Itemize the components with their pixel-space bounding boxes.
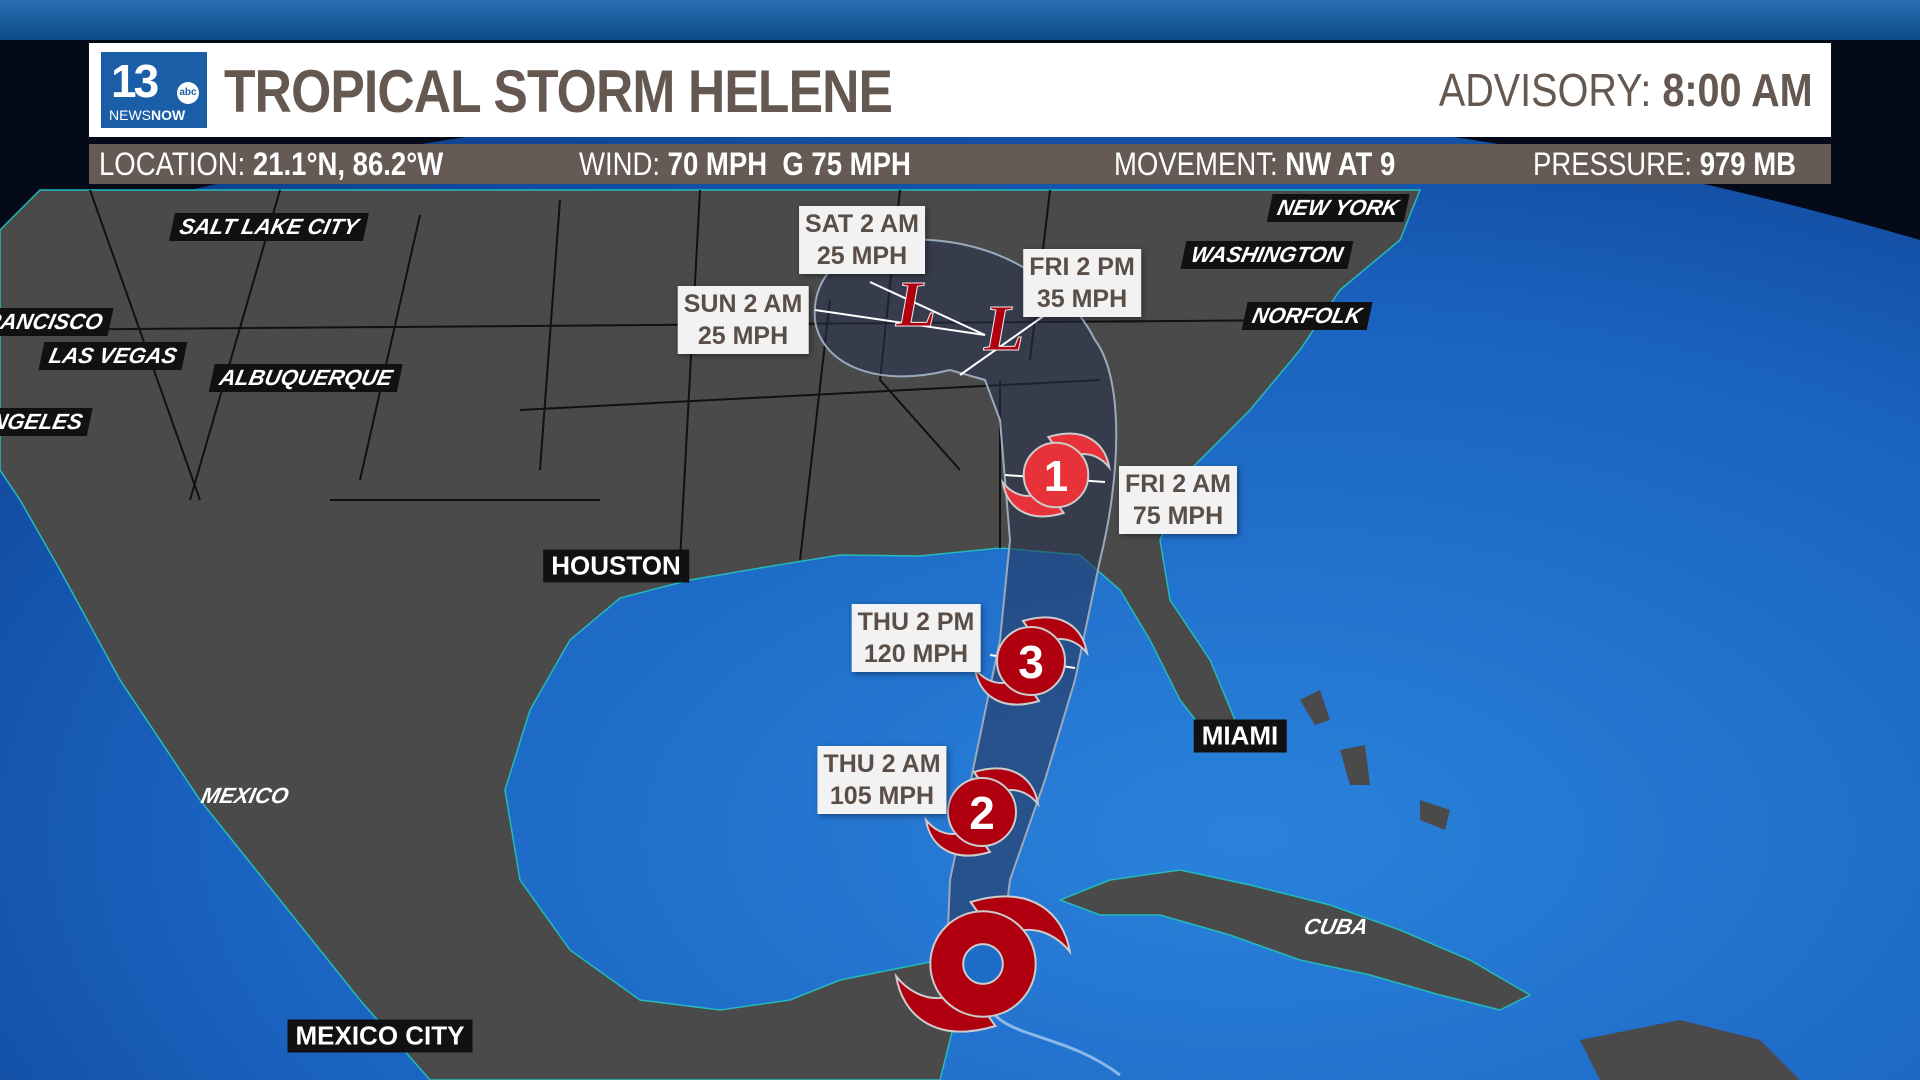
city-label: WASHINGTON xyxy=(1180,241,1354,269)
city-label: NGELES xyxy=(0,408,94,436)
title-header: 13 abc NEWSNOW TROPICAL STORM HELENE ADV… xyxy=(89,43,1831,137)
category-number: 3 xyxy=(1018,636,1044,688)
sky-band xyxy=(0,0,1920,40)
forecast-label: SUN 2 AM 25 MPH xyxy=(677,286,809,354)
city-label: HOUSTON xyxy=(543,549,689,583)
category-number: 2 xyxy=(969,787,995,839)
forecast-label: THU 2 AM 105 MPH xyxy=(817,746,947,814)
land-cuba xyxy=(1057,869,1532,1011)
city-label: CUBA xyxy=(1301,914,1371,939)
forecast-time: SUN 2 AM xyxy=(683,290,803,318)
advisory-time: ADVISORY: 8:00 AM xyxy=(1439,64,1813,116)
forecast-wind: 105 MPH xyxy=(829,782,935,810)
movement-readout: MOVEMENT: NW AT 9 xyxy=(1114,146,1396,182)
forecast-label: SAT 2 AM 25 MPH xyxy=(799,206,925,274)
category-number: 1 xyxy=(1044,452,1068,501)
city-label: FRANCISCO xyxy=(0,308,114,336)
city-label: ALBUQUERQUE xyxy=(208,364,404,392)
wind-readout: WIND: 70 MPH G 75 MPH xyxy=(579,146,911,182)
forecast-label: FRI 2 AM 75 MPH xyxy=(1118,466,1238,534)
storm-data-bar: LOCATION: 21.1°N, 86.2°W WIND: 70 MPH G … xyxy=(89,144,1831,184)
storm-title: TROPICAL STORM HELENE xyxy=(224,58,893,125)
city-label: MEXICO CITY xyxy=(287,1019,473,1053)
station-logo: 13 abc NEWSNOW xyxy=(101,52,207,128)
forecast-wind: 35 MPH xyxy=(1036,285,1128,313)
low-pressure-icon: L xyxy=(983,292,1024,365)
forecast-time: THU 2 AM xyxy=(823,750,941,778)
current-storm-icon xyxy=(894,895,1072,1033)
forecast-label: FRI 2 PM 35 MPH xyxy=(1023,249,1141,317)
city-label: MEXICO xyxy=(199,783,292,808)
hurricane-cat1-icon: 1 xyxy=(1001,432,1111,518)
city-label: LAS VEGAS xyxy=(38,342,188,370)
forecast-time: SAT 2 AM xyxy=(805,210,919,238)
city-label: NEW YORK xyxy=(1266,194,1410,222)
land-hispaniola xyxy=(1580,1020,1800,1080)
forecast-label: THU 2 PM 120 MPH xyxy=(851,604,981,672)
hurricane-cat2-icon: 2 xyxy=(924,767,1040,857)
city-label: NORFOLK xyxy=(1241,302,1373,330)
city-label: MIAMI xyxy=(1193,719,1287,753)
forecast-wind: 25 MPH xyxy=(816,242,908,270)
forecast-time: THU 2 PM xyxy=(857,608,975,636)
location-readout: LOCATION: 21.1°N, 86.2°W xyxy=(99,146,444,182)
forecast-wind: 75 MPH xyxy=(1132,502,1224,530)
land-bahamas xyxy=(1300,690,1450,830)
pressure-readout: PRESSURE: 979 MB xyxy=(1533,146,1797,182)
low-pressure-icon: L xyxy=(895,268,936,341)
city-label: SALT LAKE CITY xyxy=(169,213,369,241)
forecast-wind: 120 MPH xyxy=(863,640,969,668)
forecast-time: FRI 2 PM xyxy=(1029,253,1135,281)
forecast-wind: 25 MPH xyxy=(697,322,789,350)
forecast-time: FRI 2 AM xyxy=(1124,470,1232,498)
forecast-cone xyxy=(813,238,1118,1001)
